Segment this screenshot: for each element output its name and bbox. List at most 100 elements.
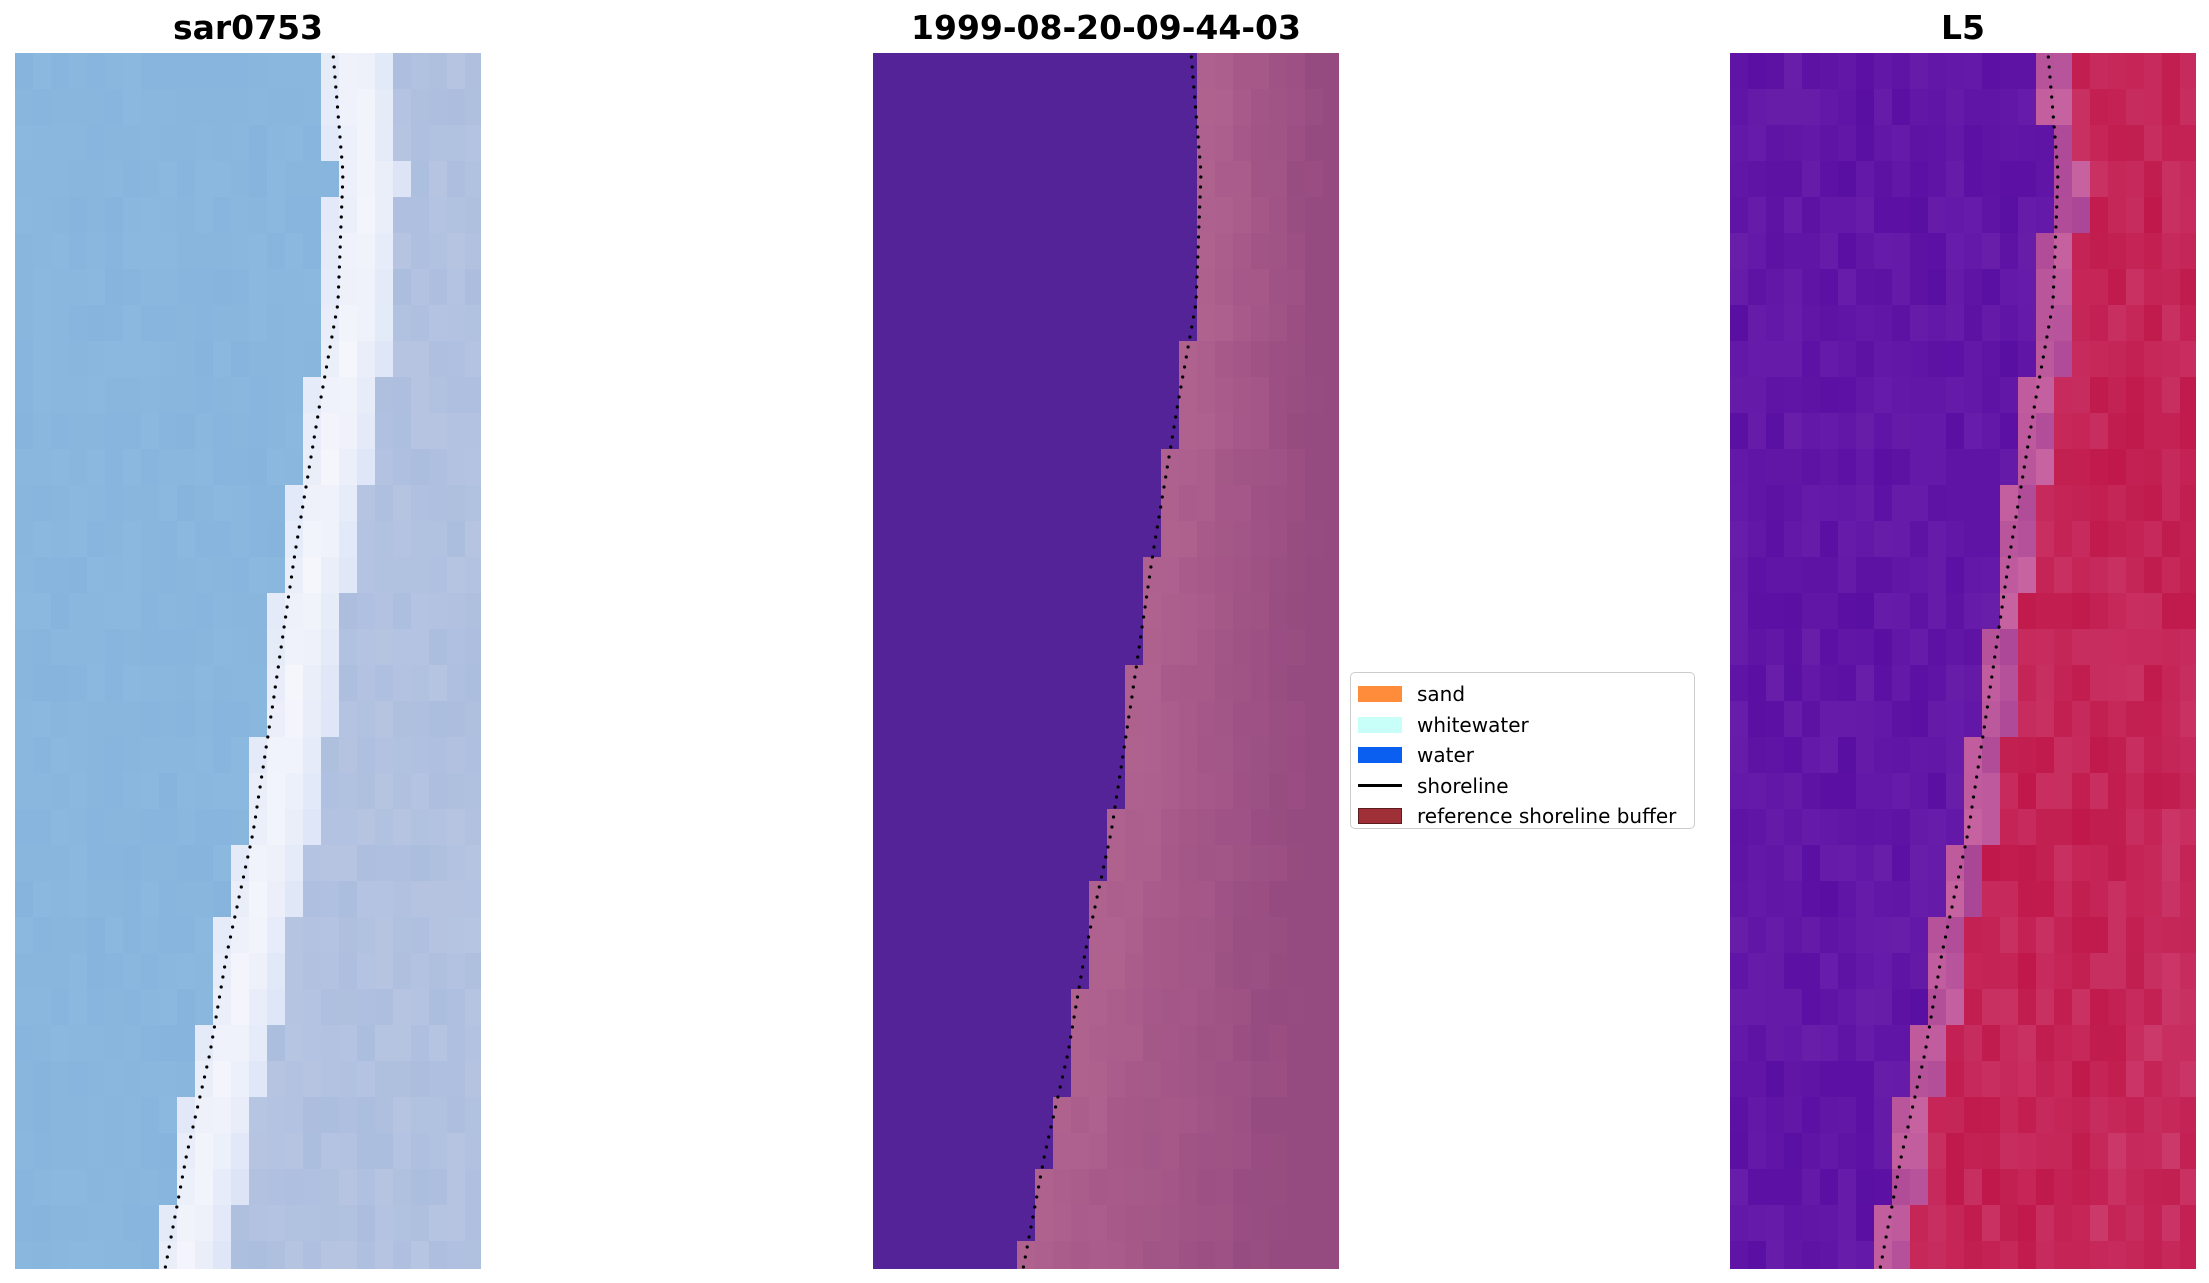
pixel bbox=[1928, 665, 1947, 702]
pixel bbox=[429, 305, 448, 342]
land-class bbox=[1143, 629, 1162, 666]
pixel bbox=[2162, 197, 2181, 234]
pixel bbox=[123, 1061, 142, 1098]
pixel bbox=[465, 485, 481, 522]
pixel bbox=[285, 197, 304, 234]
pixel bbox=[2162, 629, 2181, 666]
pixel bbox=[2162, 989, 2181, 1026]
pixel bbox=[2180, 1169, 2196, 1206]
pixel bbox=[2090, 1169, 2109, 1206]
pixel bbox=[2162, 413, 2181, 450]
pixel bbox=[1730, 701, 1749, 738]
pixel bbox=[1964, 485, 1983, 522]
pixel bbox=[429, 161, 448, 198]
legend: sand whitewater water shoreline referenc… bbox=[1350, 672, 1695, 829]
pixel bbox=[2036, 773, 2055, 810]
pixel bbox=[1982, 161, 2001, 198]
land-class bbox=[1197, 197, 1216, 234]
pixel bbox=[2108, 485, 2127, 522]
pixel bbox=[1964, 449, 1983, 486]
pixel bbox=[2180, 701, 2196, 738]
pixel bbox=[177, 809, 196, 846]
pixel bbox=[2036, 629, 2055, 666]
land-class bbox=[1197, 305, 1216, 342]
pixel bbox=[2144, 53, 2163, 90]
pixel bbox=[1748, 845, 1767, 882]
pixel bbox=[87, 1061, 106, 1098]
land-class bbox=[1287, 341, 1306, 378]
land-class bbox=[1251, 665, 1270, 702]
pixel bbox=[2000, 161, 2019, 198]
pixel bbox=[231, 809, 250, 846]
land-class bbox=[1071, 1061, 1090, 1098]
pixel bbox=[33, 845, 52, 882]
pixel bbox=[2108, 881, 2127, 918]
pixel bbox=[2126, 1133, 2145, 1170]
land-class bbox=[1251, 161, 1270, 198]
pixel bbox=[465, 449, 481, 486]
pixel bbox=[465, 1097, 481, 1134]
pixel bbox=[1928, 593, 1947, 630]
land-class bbox=[1323, 773, 1339, 810]
pixel bbox=[2000, 1241, 2019, 1269]
pixel bbox=[231, 197, 250, 234]
pixel bbox=[15, 1205, 34, 1242]
pixel bbox=[33, 53, 52, 90]
pixel bbox=[231, 413, 250, 450]
pixel bbox=[267, 773, 286, 810]
pixel bbox=[465, 377, 481, 414]
pixel bbox=[1964, 1205, 1983, 1242]
pixel bbox=[195, 773, 214, 810]
land-class bbox=[1287, 161, 1306, 198]
pixel bbox=[1910, 665, 1929, 702]
pixel bbox=[2018, 377, 2037, 414]
pixel bbox=[69, 1205, 88, 1242]
pixel bbox=[1766, 53, 1785, 90]
pixel bbox=[249, 1061, 268, 1098]
land-class bbox=[1179, 881, 1198, 918]
pixel bbox=[2180, 1205, 2196, 1242]
pixel bbox=[2000, 737, 2019, 774]
pixel bbox=[1874, 161, 1893, 198]
pixel bbox=[2144, 125, 2163, 162]
pixel bbox=[159, 1025, 178, 1062]
pixel bbox=[1910, 557, 1929, 594]
pixel bbox=[1874, 125, 1893, 162]
pixel bbox=[1838, 161, 1857, 198]
pixel bbox=[1982, 1241, 2001, 1269]
pixel bbox=[51, 989, 70, 1026]
land-class bbox=[1305, 1133, 1324, 1170]
pixel bbox=[249, 485, 268, 522]
land-class bbox=[1323, 485, 1339, 522]
pixel bbox=[33, 665, 52, 702]
pixel bbox=[123, 917, 142, 954]
land-class bbox=[1305, 1025, 1324, 1062]
pixel bbox=[1748, 521, 1767, 558]
pixel bbox=[2180, 449, 2196, 486]
pixel bbox=[375, 53, 394, 90]
pixel bbox=[2072, 1133, 2091, 1170]
legend-item-whitewater: whitewater bbox=[1351, 710, 1694, 741]
pixel bbox=[321, 305, 340, 342]
pixel bbox=[2072, 1241, 2091, 1269]
pixel bbox=[2036, 53, 2055, 90]
pixel bbox=[2108, 449, 2127, 486]
land-class bbox=[1215, 953, 1234, 990]
pixel bbox=[1802, 881, 1821, 918]
pixel bbox=[1946, 269, 1965, 306]
pixel bbox=[1802, 377, 1821, 414]
pixel bbox=[2018, 665, 2037, 702]
land-class bbox=[1251, 1061, 1270, 1098]
pixel bbox=[105, 1133, 124, 1170]
pixel bbox=[87, 161, 106, 198]
pixel bbox=[2090, 917, 2109, 954]
pixel bbox=[1964, 1097, 1983, 1134]
land-class bbox=[1143, 845, 1162, 882]
land-class bbox=[1323, 1133, 1339, 1170]
pixel bbox=[447, 989, 466, 1026]
pixel bbox=[1856, 1169, 1875, 1206]
pixel bbox=[357, 665, 376, 702]
land-class bbox=[1089, 1205, 1108, 1242]
pixel bbox=[15, 125, 34, 162]
pixel bbox=[1730, 1169, 1749, 1206]
